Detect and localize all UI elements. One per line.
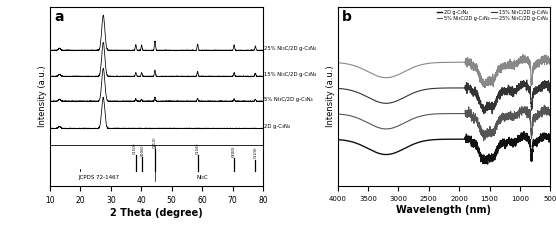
Text: 25% Ni₃C/2D g-C₃N₄: 25% Ni₃C/2D g-C₃N₄ — [265, 46, 316, 51]
Text: (113): (113) — [153, 137, 157, 148]
Legend: 2D g-C₃N₄, 5% Ni₃C/2D g-C₃N₄, 15% Ni₃C/2D g-C₃N₄, 25% Ni₃C/2D g-C₃N₄: 2D g-C₃N₄, 5% Ni₃C/2D g-C₃N₄, 15% Ni₃C/2… — [436, 9, 548, 21]
Text: 2D g-C₃N₄: 2D g-C₃N₄ — [265, 124, 290, 129]
Text: 5% Ni₃C/2D g-C₃N₄: 5% Ni₃C/2D g-C₃N₄ — [265, 96, 313, 101]
Text: (300): (300) — [232, 146, 236, 157]
Text: (110): (110) — [133, 142, 137, 154]
Y-axis label: Intensity (a.u.): Intensity (a.u.) — [38, 66, 47, 127]
Text: Ni₃C: Ni₃C — [196, 175, 208, 180]
Text: 15% Ni₃C/2D g-C₃N₄: 15% Ni₃C/2D g-C₃N₄ — [265, 72, 316, 77]
Text: JCPDS 72-1467: JCPDS 72-1467 — [78, 175, 120, 180]
Text: b: b — [342, 10, 351, 24]
Text: (116): (116) — [196, 142, 200, 154]
Y-axis label: Intensity (a.u.): Intensity (a.u.) — [326, 66, 335, 127]
Text: (119): (119) — [254, 147, 257, 158]
X-axis label: Wavelength (nm): Wavelength (nm) — [396, 205, 492, 215]
X-axis label: 2 Theta (degree): 2 Theta (degree) — [110, 208, 203, 218]
Text: (006): (006) — [140, 145, 144, 156]
Text: a: a — [54, 10, 64, 24]
